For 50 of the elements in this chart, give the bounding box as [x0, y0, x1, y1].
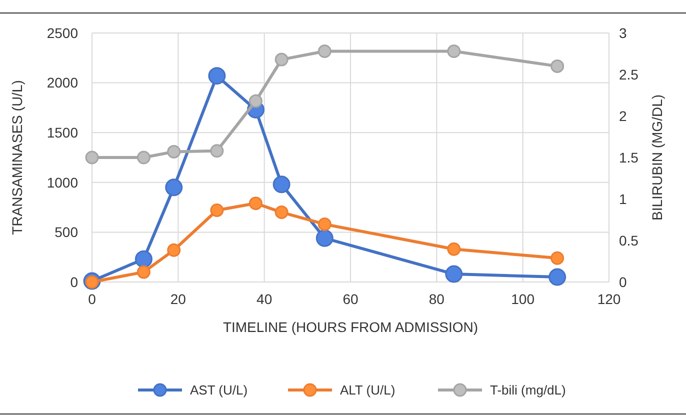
- point: [274, 52, 288, 66]
- point: [318, 44, 332, 58]
- y2-tick-label: 1.5: [619, 149, 639, 166]
- x-axis-title: TIMELINE (HOURS FROM ADMISSION): [222, 319, 478, 335]
- y2-tick-label: 1: [619, 190, 627, 207]
- point: [167, 243, 181, 257]
- y2-tick-label: 0: [619, 274, 627, 290]
- point: [550, 251, 564, 265]
- point: [210, 144, 224, 158]
- x-tick-label: 120: [597, 291, 621, 307]
- x-tick-label: 20: [170, 291, 186, 307]
- y-tick-label: 1000: [46, 174, 78, 190]
- x-tick-label: 0: [88, 291, 96, 307]
- x-tick-label: 100: [511, 291, 535, 307]
- legend-label: T-bili (mg/dL): [490, 382, 566, 398]
- y-tick-label: 2000: [46, 74, 78, 91]
- y2-axis-title: BILIRUBIN (MG/DL): [649, 94, 665, 221]
- point: [550, 59, 564, 73]
- point: [134, 250, 152, 268]
- x-tick-label: 60: [342, 291, 358, 307]
- x-tick-label: 40: [256, 291, 272, 307]
- point: [136, 265, 150, 279]
- point: [274, 206, 288, 220]
- legend-label: ALT (U/L): [340, 382, 396, 398]
- point: [548, 268, 566, 286]
- point: [272, 176, 290, 194]
- y2-tick-label: 2: [619, 108, 627, 124]
- y2-tick-label: 3: [619, 24, 627, 41]
- point: [136, 150, 150, 164]
- y-tick-label: 500: [54, 224, 78, 240]
- point: [318, 217, 332, 231]
- point: [208, 67, 226, 85]
- y2-tick-label: 0.5: [619, 232, 639, 248]
- point: [167, 144, 181, 158]
- y-axis-title: TRANSAMINASES (U/L): [9, 80, 25, 235]
- y-tick-label: 2500: [46, 24, 78, 41]
- y-tick-label: 1500: [46, 124, 78, 140]
- point: [447, 44, 461, 58]
- point: [210, 204, 224, 218]
- point: [316, 229, 334, 247]
- y-tick-label: 0: [70, 274, 78, 290]
- point: [165, 178, 183, 196]
- point: [248, 196, 262, 210]
- legend-label: AST (U/L): [190, 382, 248, 398]
- x-tick-label: 80: [428, 291, 445, 307]
- point: [85, 150, 99, 164]
- point: [445, 265, 463, 283]
- y2-tick-label: 2.5: [619, 66, 639, 82]
- point: [447, 242, 461, 256]
- point: [248, 94, 262, 108]
